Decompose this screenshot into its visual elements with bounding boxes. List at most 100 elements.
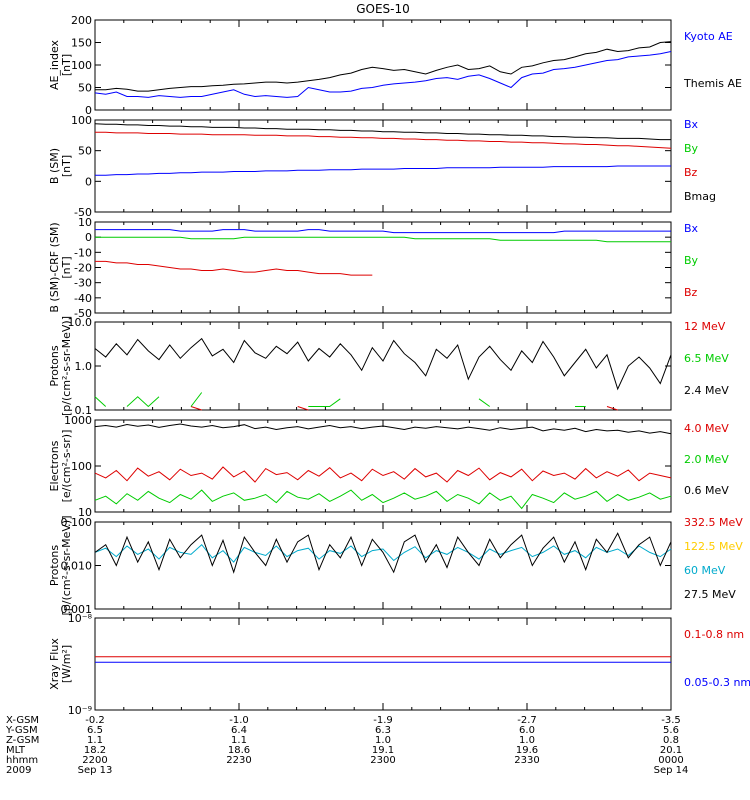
legend-label: Bx: [684, 222, 699, 235]
ephemeris-value: 6.4: [231, 725, 247, 736]
legend-label: 2.0 MeV: [684, 453, 729, 466]
legend-label: 60 MeV: [684, 564, 726, 577]
ephemeris-value: 5.6: [663, 725, 679, 736]
y-tick-label: 10⁻⁸: [68, 612, 93, 625]
y-tick-label: 10: [78, 216, 92, 229]
series-line-bx: [95, 229, 671, 234]
panel-frame: [94, 617, 672, 711]
y-tick-label: 10: [78, 506, 92, 519]
y-axis-label: Protons: [48, 545, 61, 586]
legend-label: 122.5 MeV: [684, 540, 743, 553]
ephemeris-value: -2.7: [517, 715, 537, 726]
y-tick-label: -20: [74, 262, 92, 275]
panel-6: 0.001 0.010 0.100 Protons [p/(cm²-s-sr-MeV)]…: [48, 516, 743, 617]
ephemeris-value: -3.5: [661, 715, 681, 726]
ephemeris-value: 2330: [514, 755, 539, 766]
y-axis-label: B (SM)-CRF (SM): [48, 222, 61, 312]
legend-label: 0.6 MeV: [684, 484, 729, 497]
legend-label: Themis AE: [683, 77, 742, 90]
y-tick-label: -50: [74, 307, 92, 320]
series-line-27-5-mev: [94, 532, 672, 574]
y-tick-label: 100: [71, 460, 92, 473]
legend-label: 0.1-0.8 nm: [684, 628, 744, 641]
series-line-0-6-mev: [94, 423, 672, 435]
series-line-kyoto-ae: [94, 51, 672, 98]
series-line-6-5-mev: [95, 393, 650, 407]
panel-4: 0.1 1.0 10.0 Protons [p/(cm²-s-sr-MeV)] 12 Me…: [48, 316, 729, 417]
ephemeris-row-label: X-GSM: [6, 715, 39, 726]
y-tick-label: 0.001: [61, 603, 93, 616]
ephemeris-value: 6.3: [375, 725, 391, 736]
panel-frame: [94, 419, 672, 513]
panel-3: -50 -40 -30 -20 -10 0 10 B (SM)-CRF (SM) [nT] Bx B…: [48, 216, 699, 320]
ephemeris-value: -0.2: [85, 715, 105, 726]
ephemeris-value: -1.0: [229, 715, 249, 726]
legend-label: 332.5 MeV: [684, 516, 743, 529]
legend-label: Bz: [684, 166, 698, 179]
series-line-bx: [95, 165, 671, 176]
y-tick-label: 0: [85, 175, 92, 188]
panel-frame: [94, 221, 672, 314]
ephemeris-row-label: Y-GSM: [5, 725, 38, 736]
y-axis-label: [nT]: [60, 54, 73, 76]
series-line-bz: [95, 131, 672, 149]
series-line-2-0-mev: [94, 489, 672, 510]
series-line-themis-ae: [95, 41, 672, 92]
y-tick-label: 1000: [64, 414, 92, 427]
ephemeris-row-label: Z-GSM: [6, 735, 39, 746]
ephemeris-value: 1.1: [87, 735, 103, 746]
y-tick-label: 10.0: [68, 316, 93, 329]
ephemeris-row-label: 2009: [6, 765, 31, 776]
ephemeris-value: Sep 14: [654, 765, 689, 776]
panel-2: -50 0 50 100 B (SM) [nT] Bx By Bz Bmag: [48, 114, 716, 219]
ephemeris-value: 19.1: [372, 745, 394, 756]
y-tick-label: 0: [85, 104, 92, 117]
y-axis-label: Xray Flux: [48, 638, 61, 690]
ephemeris-row-label: MLT: [6, 745, 26, 756]
y-tick-label: 0.1: [75, 404, 93, 417]
ephemeris-value: 6.5: [87, 725, 103, 736]
ephemeris-value: 18.2: [84, 745, 106, 756]
y-tick-label: -50: [74, 206, 92, 219]
panel-7: 10⁻⁹ 10⁻⁸ Xray Flux [W/m²] 0.1-0.8 nm 0.05-0.…: [48, 612, 750, 717]
y-tick-label: 1.0: [75, 360, 93, 373]
y-axis-label: [p/(cm²-s-sr-MeV)]: [60, 316, 73, 416]
legend-label: By: [684, 142, 699, 155]
ephemeris-value: 1.0: [519, 735, 535, 746]
ephemeris-value: 1.1: [231, 735, 247, 746]
series-line-2-4-mev: [94, 337, 672, 391]
legend-label: 27.5 MeV: [684, 588, 736, 601]
y-tick-label: 10⁻⁹: [68, 704, 92, 717]
legend-label: Bx: [684, 118, 699, 131]
y-axis-label: [nT]: [60, 155, 73, 177]
panel-frame: [94, 321, 672, 411]
y-axis-label: [e/(cm²-s-sr)]: [60, 430, 73, 503]
y-tick-label: 100: [71, 114, 92, 127]
y-axis-label: B (SM): [48, 148, 61, 184]
y-axis-label: Protons: [48, 345, 61, 386]
y-tick-label: 200: [71, 14, 92, 27]
series-line-bmag: [94, 123, 671, 141]
legend-label: 12 MeV: [684, 320, 726, 333]
legend-label: 0.05-0.3 nm: [684, 676, 750, 689]
series-line-60-mev: [94, 543, 672, 563]
plot-title: GOES-10: [356, 2, 410, 16]
y-tick-label: 0: [85, 231, 92, 244]
bottom-axis-table: X-GSMY-GSMZ-GSMMLThhmm2009-0.26.51.118.2…: [5, 715, 688, 776]
y-tick-label: 50: [78, 82, 92, 95]
ephemeris-value: 20.1: [660, 745, 682, 756]
y-axis-label: AE_index: [48, 39, 61, 90]
series-line-4-0-mev: [94, 466, 672, 483]
y-tick-label: 150: [71, 37, 92, 50]
ephemeris-value: 18.6: [228, 745, 250, 756]
legend-label: 6.5 MeV: [684, 352, 729, 365]
y-tick-label: 50: [78, 145, 92, 158]
legend-label: 4.0 MeV: [684, 422, 729, 435]
ephemeris-value: 0.8: [663, 735, 679, 746]
y-tick-label: -30: [74, 277, 92, 290]
ephemeris-value: Sep 13: [78, 765, 113, 776]
ephemeris-row-label: hhmm: [6, 755, 38, 766]
legend-label: 2.4 MeV: [684, 384, 729, 397]
